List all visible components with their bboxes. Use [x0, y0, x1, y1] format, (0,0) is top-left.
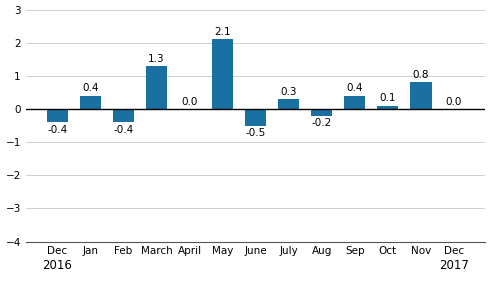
Text: 1.3: 1.3 [148, 53, 165, 64]
Text: 0.3: 0.3 [280, 87, 297, 97]
Bar [146, 66, 167, 109]
Text: 0.0: 0.0 [446, 97, 462, 107]
Text: 2017: 2017 [439, 259, 469, 271]
Text: -0.2: -0.2 [312, 118, 332, 128]
Bar [410, 82, 432, 109]
Bar [80, 96, 101, 109]
Bar [311, 109, 332, 116]
Text: 0.4: 0.4 [82, 83, 99, 93]
Text: 0.8: 0.8 [412, 70, 429, 80]
Text: 2.1: 2.1 [214, 27, 231, 37]
Bar [278, 99, 300, 109]
Text: 2016: 2016 [43, 259, 72, 271]
Text: -0.4: -0.4 [113, 125, 134, 135]
Text: 0.4: 0.4 [347, 83, 363, 93]
Text: -0.4: -0.4 [47, 125, 68, 135]
Text: 0.0: 0.0 [181, 97, 198, 107]
Bar [245, 109, 266, 126]
Text: 0.1: 0.1 [380, 93, 396, 103]
Bar [212, 39, 233, 109]
Bar [377, 106, 399, 109]
Bar [47, 109, 68, 122]
Bar [113, 109, 134, 122]
Bar [344, 96, 365, 109]
Text: -0.5: -0.5 [246, 128, 266, 138]
